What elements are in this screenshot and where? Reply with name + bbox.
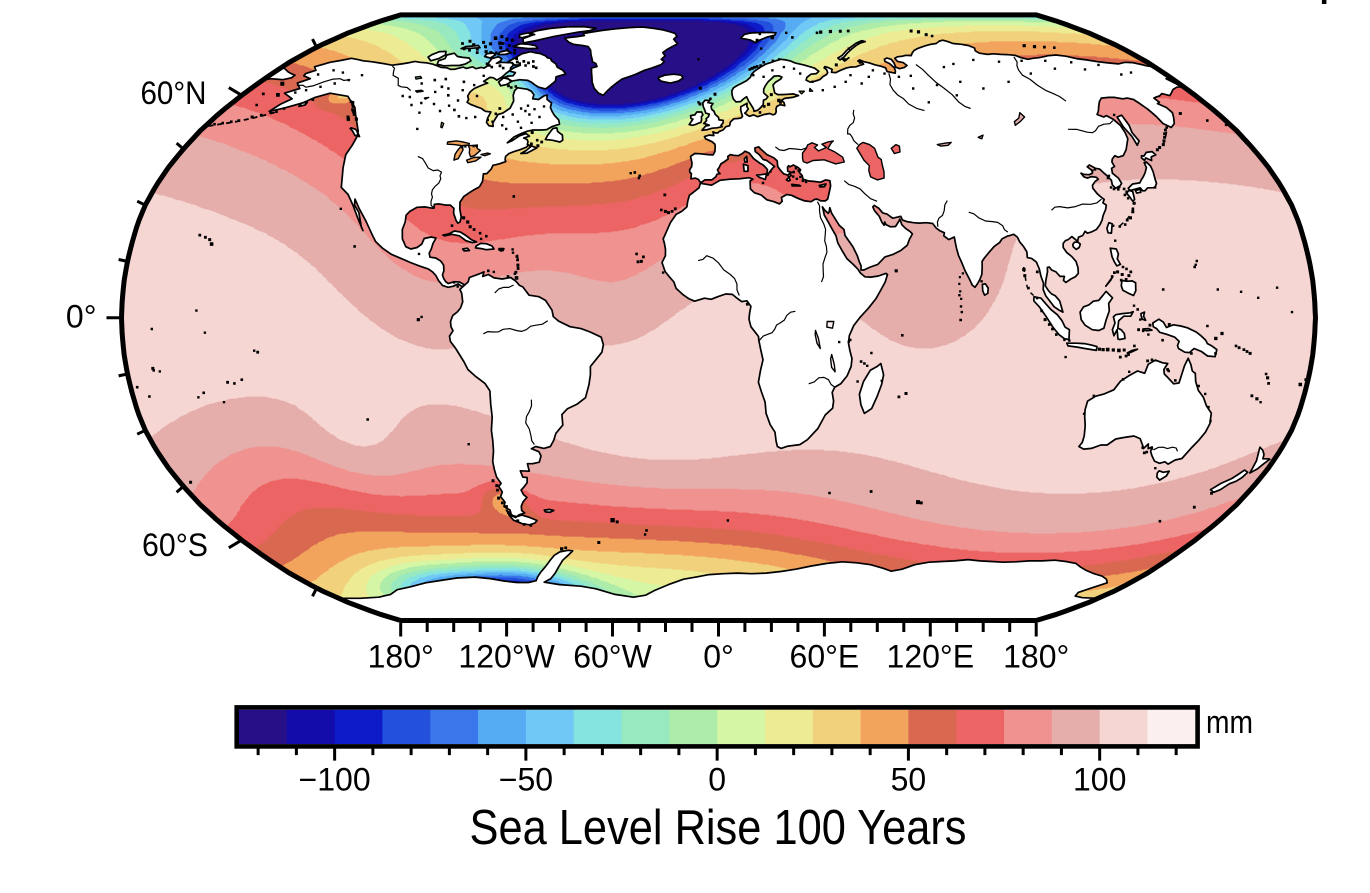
svg-text:0°: 0°	[66, 299, 97, 335]
svg-text:120°E: 120°E	[887, 639, 975, 675]
svg-text:100: 100	[1073, 762, 1126, 798]
svg-text:50: 50	[891, 762, 927, 798]
svg-text:180°: 180°	[1003, 639, 1069, 675]
svg-text:0: 0	[708, 762, 726, 798]
svg-text:60°S: 60°S	[142, 527, 208, 563]
svg-text:Sea Level Rise 100 Years: Sea Level Rise 100 Years	[470, 800, 967, 855]
svg-text:0°: 0°	[703, 639, 734, 675]
svg-text:120°W: 120°W	[458, 639, 555, 675]
svg-text:60°N: 60°N	[141, 75, 207, 111]
svg-text:60°E: 60°E	[790, 639, 860, 675]
svg-text:180°: 180°	[368, 639, 434, 675]
svg-text:−50: −50	[499, 762, 553, 798]
svg-text:60°W: 60°W	[573, 639, 652, 675]
svg-text:−100: −100	[299, 762, 371, 798]
svg-text:mm: mm	[1206, 704, 1253, 740]
